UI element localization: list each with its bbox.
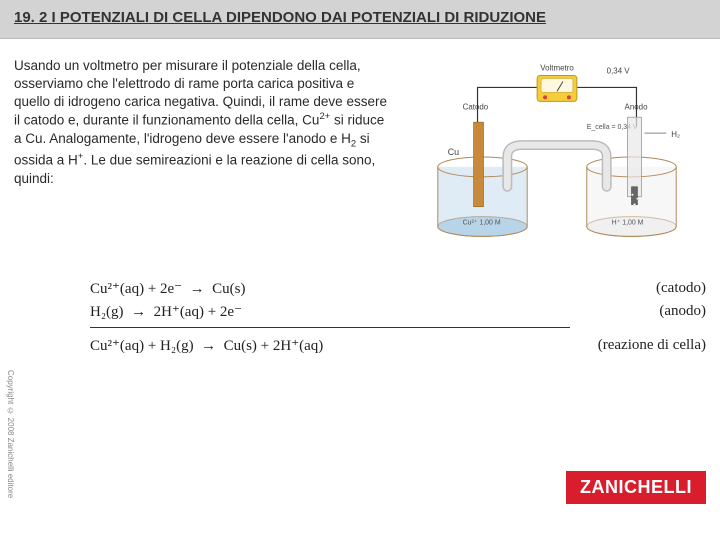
cell-diagram: Voltmetro 0,34 V Catodo Anodo E_cella = … xyxy=(408,57,706,247)
voltmeter-label: Voltmetro xyxy=(540,63,574,72)
publisher-logo: ZANICHELLI xyxy=(566,471,706,504)
eq-formula: Cu²⁺(aq) + 2e⁻ → Cu(s) xyxy=(90,279,245,298)
page-title: 19. 2 I POTENZIALI DI CELLA DIPENDONO DA… xyxy=(14,8,706,28)
header-bar: 19. 2 I POTENZIALI DI CELLA DIPENDONO DA… xyxy=(0,0,720,39)
eq-label: (reazione di cella) xyxy=(556,337,706,354)
cu-conc-label: Cu²⁺ 1,00 M xyxy=(463,219,501,226)
body-paragraph: Usando un voltmetro per misurare il pote… xyxy=(14,57,394,247)
eq-formula: H₂(g) → 2H⁺(aq) + 2e⁻ xyxy=(90,302,242,321)
voltage-reading: 0,34 V xyxy=(607,66,631,75)
anode-label: Anodo xyxy=(625,102,649,111)
copyright-text: Copyright © 2008 Zanichelli editore xyxy=(6,370,15,498)
cathode-label: Catodo xyxy=(463,102,489,111)
title-text: I POTENZIALI DI CELLA DIPENDONO DAI POTE… xyxy=(47,9,546,26)
equation-divider xyxy=(90,327,570,328)
equation-row: Cu²⁺(aq) + 2e⁻ → Cu(s) (catodo) xyxy=(90,277,706,300)
eq-label: (catodo) xyxy=(556,280,706,297)
eq-formula: Cu²⁺(aq) + H₂(g) → Cu(s) + 2H⁺(aq) xyxy=(90,336,323,355)
cu-label: Cu xyxy=(448,146,459,156)
equation-row: Cu²⁺(aq) + H₂(g) → Cu(s) + 2H⁺(aq) (reaz… xyxy=(90,334,706,357)
diagram-svg: Voltmetro 0,34 V Catodo Anodo E_cella = … xyxy=(408,57,706,247)
h-conc-label: H⁺ 1,00 M xyxy=(612,219,644,226)
h2-label: H₂ xyxy=(671,130,680,139)
content-area: Usando un voltmetro per misurare il pote… xyxy=(0,39,720,247)
equation-row: H₂(g) → 2H⁺(aq) + 2e⁻ (anodo) xyxy=(90,300,706,323)
equations-block: Cu²⁺(aq) + 2e⁻ → Cu(s) (catodo) H₂(g) → … xyxy=(90,277,706,357)
section-number: 19. 2 xyxy=(14,9,47,26)
eq-label: (anodo) xyxy=(556,303,706,320)
